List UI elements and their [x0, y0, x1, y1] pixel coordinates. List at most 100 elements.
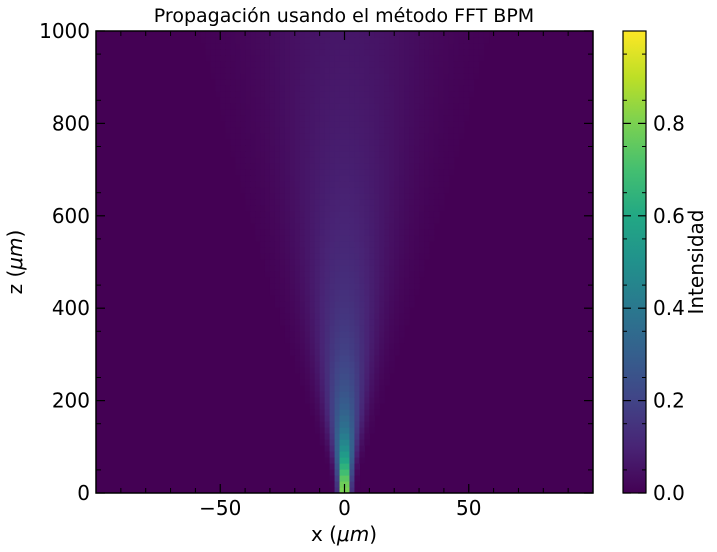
heatmap-cell	[324, 325, 331, 332]
heatmap-cell	[419, 157, 425, 164]
heatmap-cell	[443, 145, 450, 152]
heatmap-cell	[200, 37, 206, 44]
heatmap-cell	[369, 103, 375, 110]
heatmap-cell	[235, 139, 241, 146]
heatmap-cell	[428, 223, 435, 230]
heatmap-cell	[438, 103, 445, 110]
heatmap-cell	[354, 199, 361, 206]
heatmap-cell	[264, 37, 271, 44]
heatmap-cell	[299, 109, 306, 116]
heatmap-cell	[299, 49, 306, 56]
heatmap-cell	[314, 217, 321, 224]
heatmap-cell	[359, 205, 365, 212]
heatmap-cell	[399, 289, 405, 296]
heatmap-cell	[364, 49, 370, 56]
heatmap-cell	[419, 181, 425, 188]
heatmap-cell	[364, 289, 370, 296]
heatmap-cell	[279, 139, 286, 146]
heatmap-cell	[384, 355, 390, 362]
heatmap-cell	[314, 367, 321, 374]
heatmap-cell	[433, 103, 440, 110]
heatmap-cell	[334, 175, 341, 182]
heatmap-cell	[284, 307, 291, 314]
heatmap-cell	[428, 43, 435, 50]
heatmap-cell	[409, 283, 415, 290]
heatmap-cell	[314, 247, 321, 254]
heatmap-cell	[329, 283, 336, 290]
heatmap-cell	[245, 169, 251, 176]
heatmap-cell	[409, 301, 415, 308]
heatmap-cell	[344, 187, 351, 194]
heatmap-cell	[389, 37, 395, 44]
heatmap-cell	[279, 181, 286, 188]
heatmap-cell	[478, 55, 485, 62]
heatmap-cell	[269, 205, 276, 212]
heatmap-cell	[379, 97, 385, 104]
heatmap-cell	[483, 31, 490, 38]
heatmap-cell	[274, 163, 281, 170]
heatmap-cell	[334, 301, 341, 308]
heatmap-cell	[329, 205, 336, 212]
heatmap-cell	[443, 37, 450, 44]
heatmap-cell	[309, 91, 316, 98]
heatmap-cell	[369, 241, 375, 248]
heatmap-cell	[289, 229, 296, 236]
heatmap-cell	[324, 169, 331, 176]
heatmap-cell	[314, 397, 321, 404]
heatmap-cell	[414, 97, 420, 104]
heatmap-cell	[428, 139, 435, 146]
heatmap-cell	[334, 49, 341, 56]
heatmap-cell	[384, 319, 390, 326]
heatmap-cell	[389, 211, 395, 218]
heatmap-cell	[473, 61, 480, 68]
heatmap-cell	[349, 313, 356, 320]
heatmap-cell	[260, 43, 266, 50]
heatmap-cell	[359, 223, 365, 230]
heatmap-cell	[334, 265, 341, 272]
heatmap-cell	[304, 133, 311, 140]
heatmap-cell	[349, 295, 356, 302]
heatmap-cell	[334, 337, 341, 344]
heatmap-cell	[279, 205, 286, 212]
heatmap-cell	[205, 49, 211, 56]
heatmap-cell	[394, 67, 400, 74]
heatmap-cell	[324, 379, 331, 386]
heatmap-cell	[309, 73, 316, 80]
heatmap-cell	[314, 49, 321, 56]
heatmap-cell	[424, 37, 430, 44]
heatmap-cell	[364, 277, 370, 284]
heatmap-cell	[225, 55, 231, 62]
heatmap-cell	[329, 355, 336, 362]
heatmap-cell	[279, 295, 286, 302]
heatmap-cell	[245, 49, 251, 56]
heatmap-cell	[379, 307, 385, 314]
heatmap-cell	[433, 109, 440, 116]
heatmap-cell	[274, 49, 281, 56]
heatmap-cell	[344, 223, 351, 230]
heatmap-cell	[379, 253, 385, 260]
heatmap-cell	[438, 109, 445, 116]
heatmap-cell	[319, 73, 326, 80]
heatmap-cell	[349, 463, 356, 470]
heatmap-cell	[379, 319, 385, 326]
heatmap-cell	[304, 97, 311, 104]
heatmap-cell	[255, 85, 261, 92]
heatmap-cell	[324, 283, 331, 290]
heatmap-cell	[314, 91, 321, 98]
heatmap-cell	[289, 235, 296, 242]
heatmap-cell	[329, 193, 336, 200]
heatmap-cell	[304, 199, 311, 206]
heatmap-cell	[304, 253, 311, 260]
heatmap-cell	[279, 301, 286, 308]
heatmap-cell	[369, 355, 375, 362]
heatmap-cell	[458, 43, 465, 50]
heatmap-cell	[399, 157, 405, 164]
heatmap-cell	[453, 91, 460, 98]
heatmap-cell	[250, 115, 256, 122]
heatmap-cell	[339, 61, 346, 68]
heatmap-cell	[384, 73, 390, 80]
heatmap-cell	[414, 253, 420, 260]
heatmap-cell	[255, 199, 261, 206]
heatmap-cell	[289, 79, 296, 86]
heatmap-cell	[299, 31, 306, 38]
